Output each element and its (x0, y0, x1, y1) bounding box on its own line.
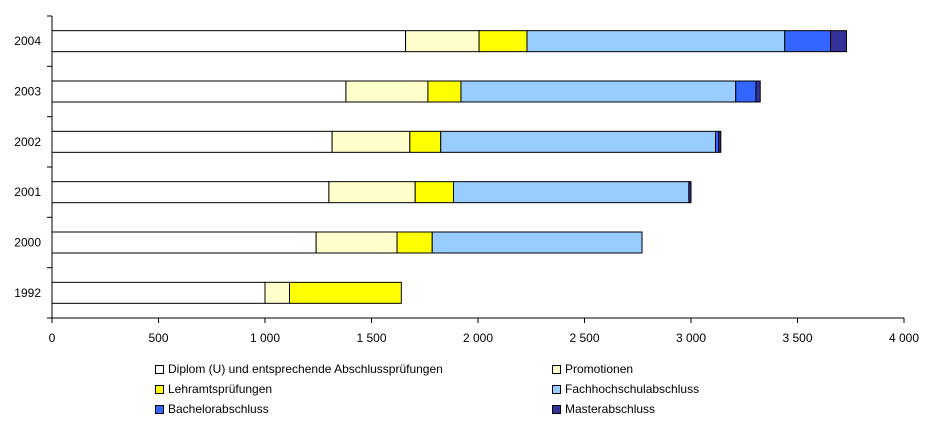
bar-segment (396, 231, 433, 254)
bar-segment (409, 130, 442, 153)
legend-item: Promotionen (552, 362, 633, 376)
legend-swatch (155, 404, 164, 414)
bar-segment (718, 130, 722, 153)
bar-segment (414, 181, 455, 204)
legend-item: Diplom (U) und entsprechende Abschlusspr… (155, 362, 443, 376)
x-tick-label: 4 000 (889, 331, 919, 345)
legend: Diplom (U) und entsprechende Abschlusspr… (155, 362, 775, 422)
bar-segment (526, 30, 786, 53)
bar-segment (288, 281, 402, 304)
bar-segment (453, 181, 690, 204)
bar-segment (830, 30, 847, 53)
legend-label: Fachhochschulabschluss (565, 382, 700, 396)
bar-segment (51, 30, 407, 53)
y-tick-label: 2001 (14, 185, 41, 199)
bar-segment (345, 80, 429, 103)
legend-item: Fachhochschulabschluss (552, 382, 699, 396)
bar-segment (51, 281, 266, 304)
bar-segment (328, 181, 416, 204)
bar-segment (460, 80, 737, 103)
x-tick-label: 2 500 (569, 331, 599, 345)
bar-segment (51, 231, 317, 254)
x-tick-label: 1 500 (356, 331, 386, 345)
legend-label: Bachelorabschluss (168, 402, 269, 416)
bar-chart: 2004 2003 2002 2001 2000 1992 0 500 1 000 1 500 2… (14, 15, 919, 345)
bar-segment (51, 181, 330, 204)
x-tick-label: 3 000 (676, 331, 706, 345)
bar-segment (331, 130, 411, 153)
legend-swatch (552, 404, 561, 414)
legend-item: Bachelorabschluss (155, 402, 269, 416)
legend-label: Promotionen (565, 362, 634, 376)
legend-label: Diplom (U) und entsprechende Abschlusspr… (168, 362, 443, 376)
bar-segment (315, 231, 398, 254)
legend-item: Masterabschluss (552, 402, 655, 416)
bar-segment (51, 80, 347, 103)
legend-swatch (552, 384, 561, 394)
legend-label: Lehramtsprüfungen (168, 382, 273, 396)
legend-swatch (155, 384, 164, 394)
bar-segment (427, 80, 462, 103)
bar-segment (688, 181, 692, 204)
y-tick-label: 1992 (14, 286, 41, 300)
legend-item: Lehramtsprüfungen (155, 382, 272, 396)
y-tick-label: 2003 (14, 85, 41, 99)
bar-segment (264, 281, 290, 304)
x-tick-label: 2 000 (463, 331, 493, 345)
x-tick-label: 500 (148, 331, 168, 345)
bar-segment (405, 30, 480, 53)
bar-segment (735, 80, 757, 103)
bar-segment (440, 130, 716, 153)
bars-group (51, 30, 847, 304)
y-tick-label: 2000 (14, 236, 41, 250)
y-tick-label: 2002 (14, 135, 41, 149)
x-tick-label: 0 (49, 331, 56, 345)
bar-segment (431, 231, 643, 254)
legend-swatch (155, 364, 164, 374)
x-tick-label: 3 500 (782, 331, 812, 345)
y-axis-ticks: 2004 2003 2002 2001 2000 1992 (14, 15, 52, 319)
bar-segment (755, 80, 761, 103)
x-tick-label: 1 000 (250, 331, 280, 345)
y-tick-label: 2004 (14, 34, 41, 48)
x-axis-ticks: 0 500 1 000 1 500 2 000 2 500 3 000 3 500 4 000 (49, 318, 919, 345)
legend-swatch (552, 364, 561, 374)
bar-segment (784, 30, 832, 53)
legend-label: Masterabschluss (565, 402, 656, 416)
bar-segment (478, 30, 528, 53)
bar-segment (51, 130, 333, 153)
